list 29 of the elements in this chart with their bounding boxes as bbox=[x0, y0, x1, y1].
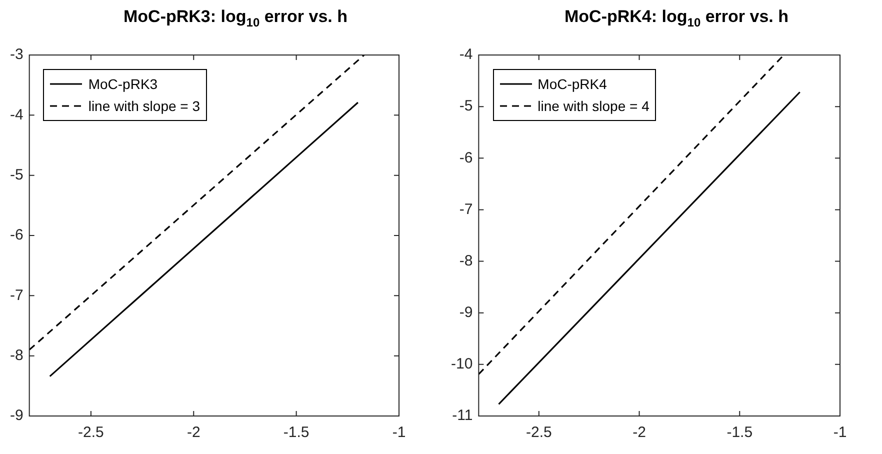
x-tick-label: -2 bbox=[632, 424, 646, 442]
x-tick-label: -1.5 bbox=[726, 424, 753, 442]
y-tick-label: -4 bbox=[10, 106, 24, 124]
legend-label: MoC-pRK4 bbox=[538, 75, 607, 94]
x-tick-label: -1 bbox=[833, 424, 847, 442]
y-tick-label: -9 bbox=[459, 304, 473, 321]
y-tick-label: -9 bbox=[10, 407, 24, 424]
y-tick-label: -7 bbox=[10, 286, 24, 304]
y-tick-label: -8 bbox=[10, 346, 24, 364]
y-tick-label: -10 bbox=[450, 356, 473, 373]
x-tick-label: -2.5 bbox=[78, 424, 104, 442]
y-tick-label: -3 bbox=[10, 46, 24, 64]
legend-label: MoC-pRK3 bbox=[88, 75, 158, 94]
y-tick-label: -6 bbox=[459, 149, 473, 166]
y-tick-label: -8 bbox=[459, 252, 473, 270]
x-tick-label: -1.5 bbox=[283, 424, 310, 442]
y-tick-label: -4 bbox=[459, 46, 473, 64]
y-tick-label: -11 bbox=[452, 407, 473, 424]
x-tick-label: -1 bbox=[392, 424, 406, 442]
y-tick-label: -7 bbox=[459, 200, 473, 218]
y-tick-label: -6 bbox=[10, 226, 24, 244]
x-tick-label: -2.5 bbox=[526, 424, 552, 442]
y-tick-label: -5 bbox=[10, 166, 24, 184]
legend-label: line with slope = 3 bbox=[88, 97, 200, 116]
y-tick-label: -5 bbox=[459, 98, 473, 115]
chart-title: MoC-pRK4: log$_{10}$ error vs. h bbox=[564, 6, 790, 32]
chart-title: MoC-pRK3: log$_{10}$ error vs. h bbox=[122, 6, 348, 32]
x-tick-label: -2 bbox=[186, 424, 200, 442]
legend-label: line with slope = 4 bbox=[538, 97, 650, 116]
